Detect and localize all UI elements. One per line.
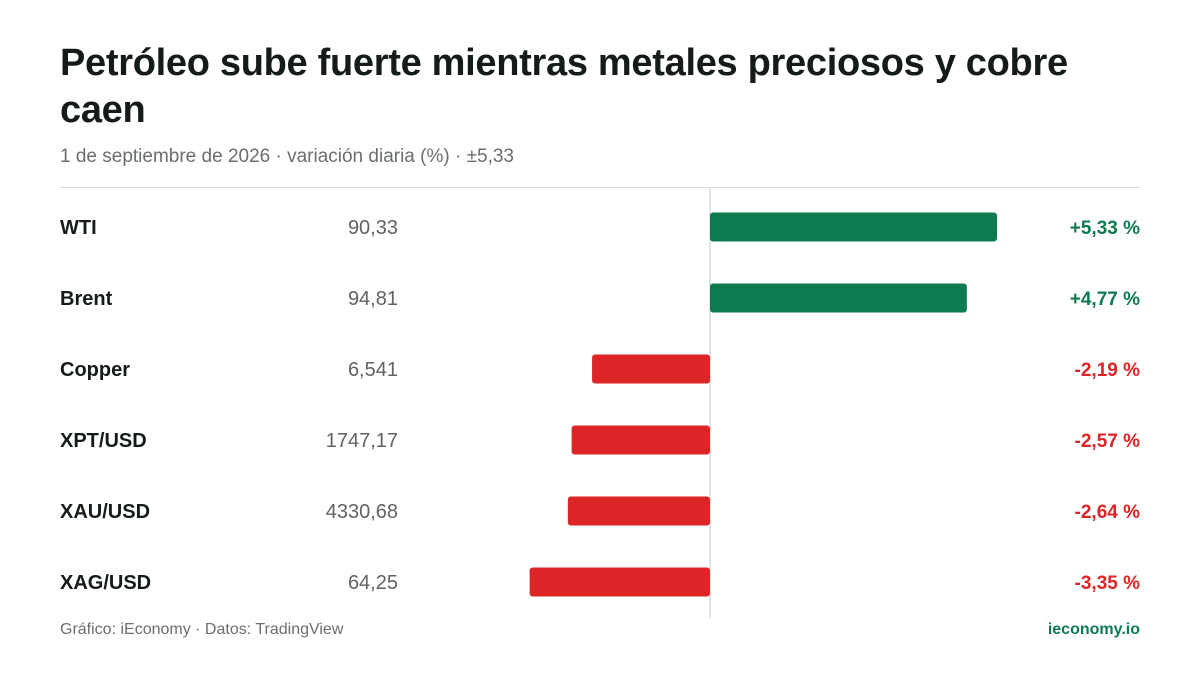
category-label: WTI xyxy=(60,217,97,239)
category-label: XAU/USD xyxy=(60,501,150,523)
category-label: XAG/USD xyxy=(60,572,151,594)
value-label: -3,35 % xyxy=(1075,573,1141,594)
price-label: 94,81 xyxy=(348,288,398,310)
bar-row: XAU/USD 4330,68 -2,64 % xyxy=(60,496,1141,526)
category-label: XPT/USD xyxy=(60,430,147,452)
bar-row: Brent 94,81 +4,77 % xyxy=(60,283,1140,313)
bar xyxy=(529,567,710,597)
price-label: 6,541 xyxy=(348,359,398,381)
bar xyxy=(571,425,710,455)
bar-row: XAG/USD 64,25 -3,35 % xyxy=(60,567,1141,597)
bar xyxy=(710,283,967,313)
bar xyxy=(567,496,710,526)
bar-row: XPT/USD 1747,17 -2,57 % xyxy=(60,425,1141,455)
bar xyxy=(710,212,997,242)
source-credit: Gráfico: iEconomy · Datos: TradingView xyxy=(60,621,344,638)
bar xyxy=(592,354,710,384)
price-label: 4330,68 xyxy=(326,501,398,523)
value-label: -2,64 % xyxy=(1075,502,1141,523)
price-label: 1747,17 xyxy=(326,430,398,452)
category-label: Copper xyxy=(60,359,130,381)
chart-title: Petróleo sube fuerte mientras metales pr… xyxy=(60,42,1068,131)
chart-subtitle: 1 de septiembre de 2026 · variación diar… xyxy=(60,146,514,167)
value-label: -2,19 % xyxy=(1075,360,1141,381)
value-label: +4,77 % xyxy=(1070,289,1140,310)
bar-row: WTI 90,33 +5,33 % xyxy=(60,212,1140,242)
price-label: 90,33 xyxy=(348,217,398,239)
header-divider xyxy=(60,187,1140,188)
bar-row: Copper 6,541 -2,19 % xyxy=(60,354,1141,384)
value-label: +5,33 % xyxy=(1070,218,1140,239)
bar-chart: WTI 90,33 +5,33 % Brent 94,81 +4,77 % Copper 6,… xyxy=(60,188,1141,618)
brand-link[interactable]: ieconomy.io xyxy=(1047,621,1140,638)
category-label: Brent xyxy=(60,288,113,310)
value-label: -2,57 % xyxy=(1075,431,1141,452)
price-label: 64,25 xyxy=(348,572,398,594)
